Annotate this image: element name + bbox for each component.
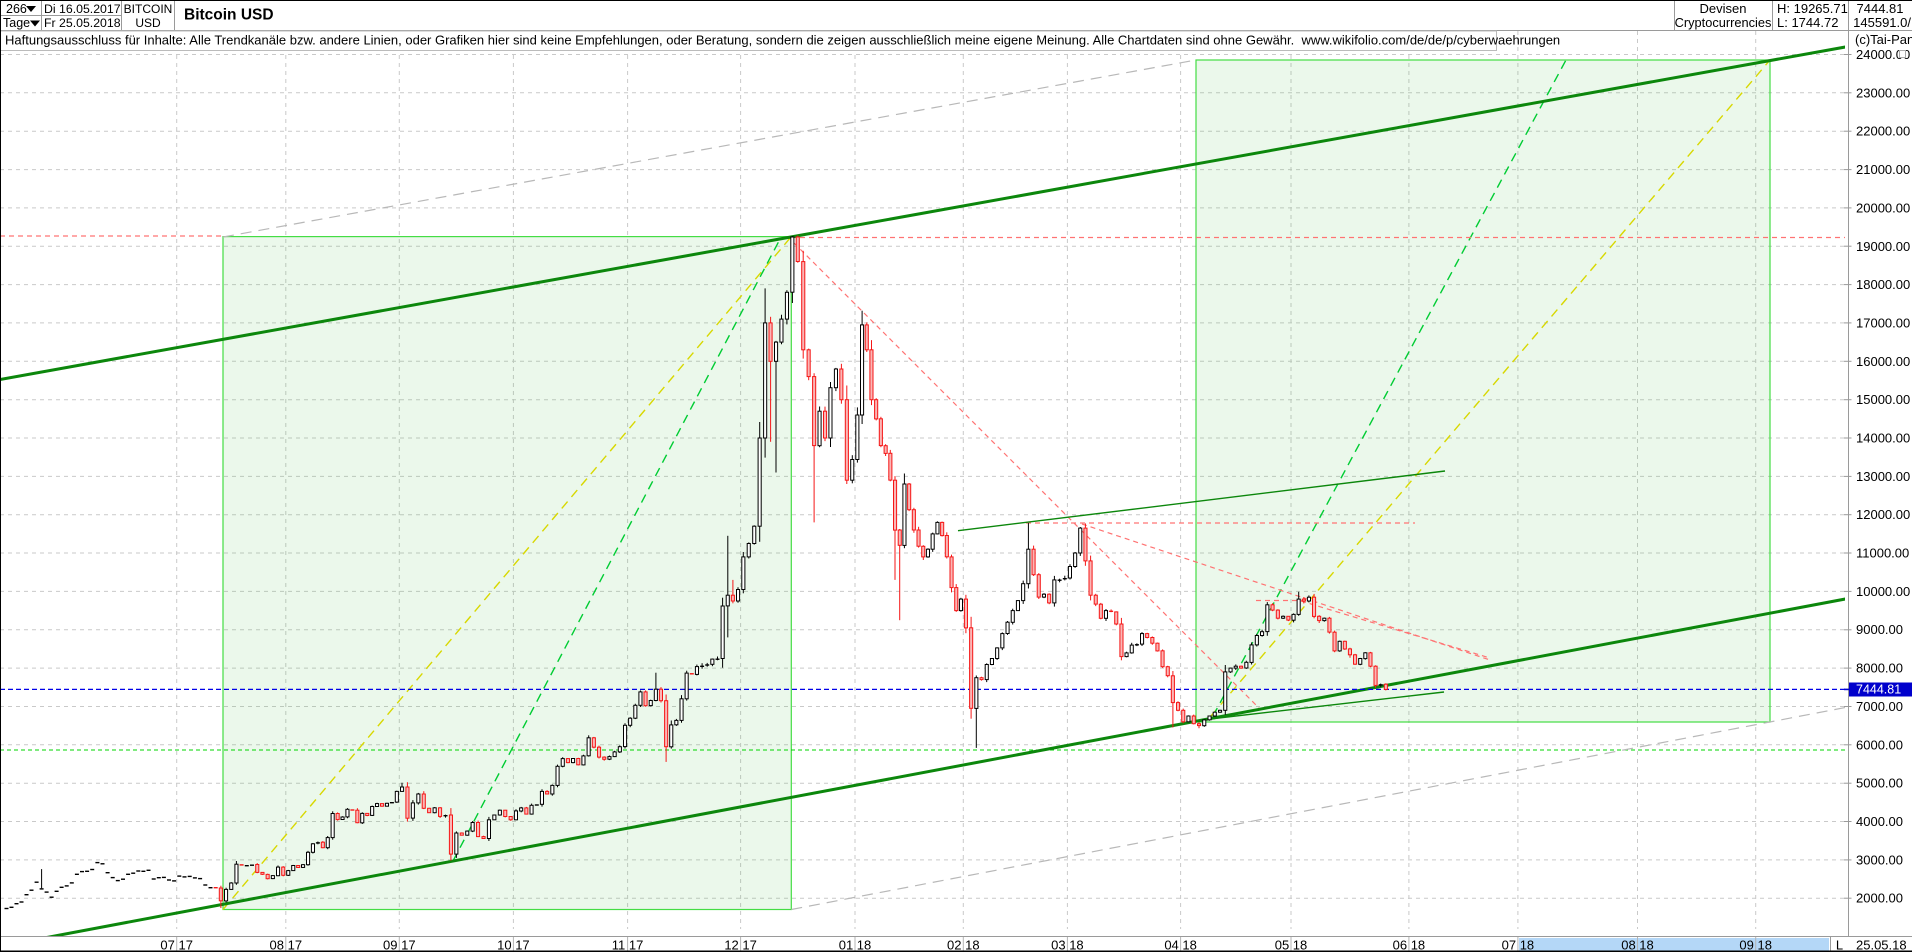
svg-text:11000.00: 11000.00 [1856,546,1909,561]
svg-text:13000.00: 13000.00 [1856,469,1910,484]
svg-text:7000.00: 7000.00 [1856,699,1903,714]
svg-text:24000.00: 24000.00 [1856,47,1910,62]
svg-text:11 17: 11 17 [612,938,644,952]
svg-text:5000.00: 5000.00 [1856,776,1903,791]
svg-text:(c)Tai-Pan: (c)Tai-Pan [1855,32,1912,47]
svg-text:BITCOIN: BITCOIN [124,2,173,16]
svg-text:18000.00: 18000.00 [1856,277,1910,292]
svg-text:USD: USD [135,16,161,30]
svg-text:04 18: 04 18 [1164,938,1197,952]
svg-text:L: 1744.72: L: 1744.72 [1777,15,1838,30]
svg-text:14000.00: 14000.00 [1856,431,1910,446]
svg-text:23000.00: 23000.00 [1856,85,1910,100]
svg-text:19000.00: 19000.00 [1856,239,1910,254]
svg-text:03 18: 03 18 [1051,938,1084,952]
svg-text:Cryptocurrencies: Cryptocurrencies [1675,15,1772,30]
svg-text:16000.00: 16000.00 [1856,354,1910,369]
svg-text:Haftungsausschluss für Inhalte: Haftungsausschluss für Inhalte: Alle Tre… [5,33,1560,48]
svg-text:08 17: 08 17 [270,938,303,952]
svg-text:8000.00: 8000.00 [1856,661,1903,676]
svg-text:266: 266 [6,2,27,16]
svg-text:07 17: 07 17 [160,938,193,952]
svg-text:05 18: 05 18 [1275,938,1308,952]
svg-text:Tage: Tage [3,16,30,30]
svg-text:H: 19265.71: H: 19265.71 [1777,1,1848,16]
svg-text:Bitcoin USD: Bitcoin USD [184,7,274,24]
svg-text:2000.00: 2000.00 [1856,891,1903,906]
svg-text:20000.00: 20000.00 [1856,200,1910,215]
svg-text:06 18: 06 18 [1393,938,1426,952]
svg-text:01 18: 01 18 [839,938,872,952]
svg-text:08 18: 08 18 [1621,938,1654,952]
svg-text:09 18: 09 18 [1739,938,1772,952]
svg-text:10000.00: 10000.00 [1856,584,1910,599]
svg-text:7444.81: 7444.81 [1856,683,1901,697]
svg-text:10 17: 10 17 [497,938,530,952]
svg-text:L: L [1836,938,1843,952]
svg-text:7444.81: 7444.81 [1857,1,1904,16]
svg-text:07 18: 07 18 [1502,938,1535,952]
svg-text:4000.00: 4000.00 [1856,814,1903,829]
svg-text:25.05.18: 25.05.18 [1856,938,1907,952]
svg-text:Devisen: Devisen [1700,1,1747,16]
svg-text:15000.00: 15000.00 [1856,392,1910,407]
svg-text:Di 16.05.2017: Di 16.05.2017 [44,2,121,16]
svg-text:3000.00: 3000.00 [1856,852,1903,867]
svg-text:17000.00: 17000.00 [1856,315,1910,330]
svg-text:22000.00: 22000.00 [1856,124,1910,139]
svg-text:Fr 25.05.2018: Fr 25.05.2018 [44,16,121,30]
svg-text:02 18: 02 18 [947,938,980,952]
svg-text:12000.00: 12000.00 [1856,507,1910,522]
svg-text:12 17: 12 17 [724,938,757,952]
svg-text:09 17: 09 17 [383,938,416,952]
svg-text:9000.00: 9000.00 [1856,622,1903,637]
svg-text:6000.00: 6000.00 [1856,737,1903,752]
svg-text:21000.00: 21000.00 [1856,162,1910,177]
svg-text:145591.0/: 145591.0/ [1853,15,1911,30]
